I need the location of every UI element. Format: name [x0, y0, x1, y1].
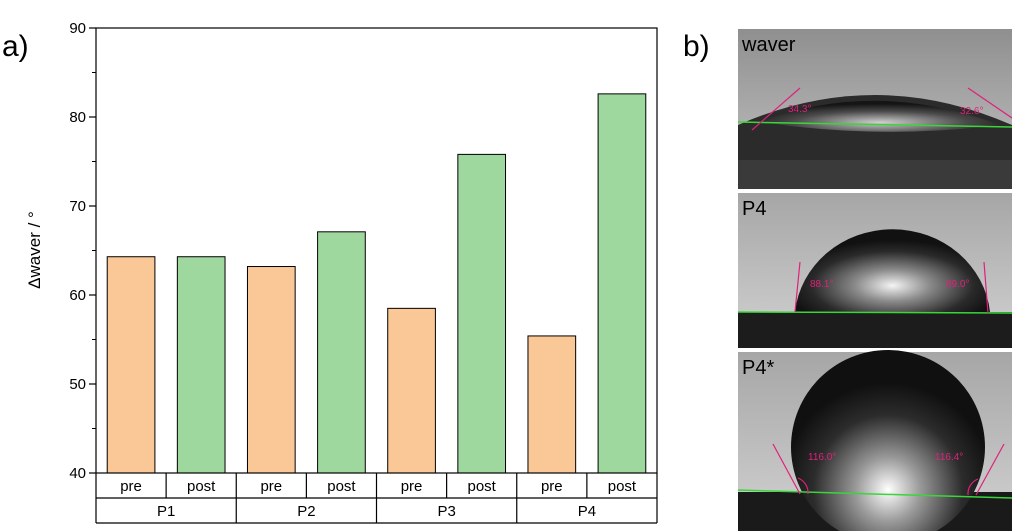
y-tick-label: 50 — [69, 376, 86, 393]
x-subcategory-label: pre — [541, 478, 563, 495]
bar-post-p4 — [597, 93, 647, 474]
contact-angle-image-p4: 88.1° 89.0° P4 — [737, 193, 1012, 348]
panel-b-label: b) — [683, 30, 710, 63]
x-group-label: P1 — [157, 503, 175, 520]
chart-axes: 40 50 60 70 80 90 pre post P1 pre post P2 pre post P3 p… — [69, 20, 658, 524]
angle-label-right: 116.4° — [935, 452, 963, 463]
bar-pre-p3 — [387, 307, 436, 474]
bar-pre-p1 — [106, 256, 156, 474]
y-tick-label: 40 — [69, 465, 86, 482]
image-label: waver — [741, 34, 796, 56]
contact-angle-image-waver: 34.3° 32.6° waver — [737, 29, 1012, 189]
y-tick-label: 60 — [69, 287, 86, 304]
x-subcategory-label: post — [468, 478, 497, 495]
x-subcategory-label: post — [608, 478, 637, 495]
x-subcategory-label: pre — [260, 478, 282, 495]
bar-pre-p2 — [246, 266, 296, 474]
image-label: P4 — [742, 198, 766, 220]
angle-label-right: 89.0° — [946, 279, 969, 290]
bar-post-p1 — [176, 256, 226, 474]
x-subcategory-label: post — [187, 478, 216, 495]
x-subcategory-label: pre — [120, 478, 142, 495]
angle-label-left: 116.0° — [808, 452, 836, 463]
bar-post-p2 — [317, 231, 366, 474]
image-label: P4* — [742, 357, 774, 379]
bar-pre-p4 — [527, 335, 577, 474]
x-group-label: P3 — [437, 503, 455, 520]
x-group-label: P2 — [297, 503, 315, 520]
y-tick-label: 70 — [69, 198, 86, 215]
y-tick-label: 80 — [69, 109, 86, 126]
contact-angle-image-p4-star: 116.0° 116.4° P4* — [737, 350, 1012, 531]
angle-label-left: 34.3° — [788, 104, 811, 115]
angle-label-left: 88.1° — [810, 279, 833, 290]
angle-label-right: 32.6° — [960, 106, 983, 117]
x-group-label: P4 — [578, 503, 596, 520]
bar-post-p3 — [457, 153, 507, 474]
bar-chart-plot — [106, 93, 647, 474]
panel-a-label: a) — [2, 30, 29, 63]
y-axis-title: Δwaver / ° — [25, 211, 44, 289]
y-tick-label: 90 — [69, 20, 86, 37]
x-subcategory-label: post — [327, 478, 356, 495]
x-subcategory-label: pre — [401, 478, 423, 495]
